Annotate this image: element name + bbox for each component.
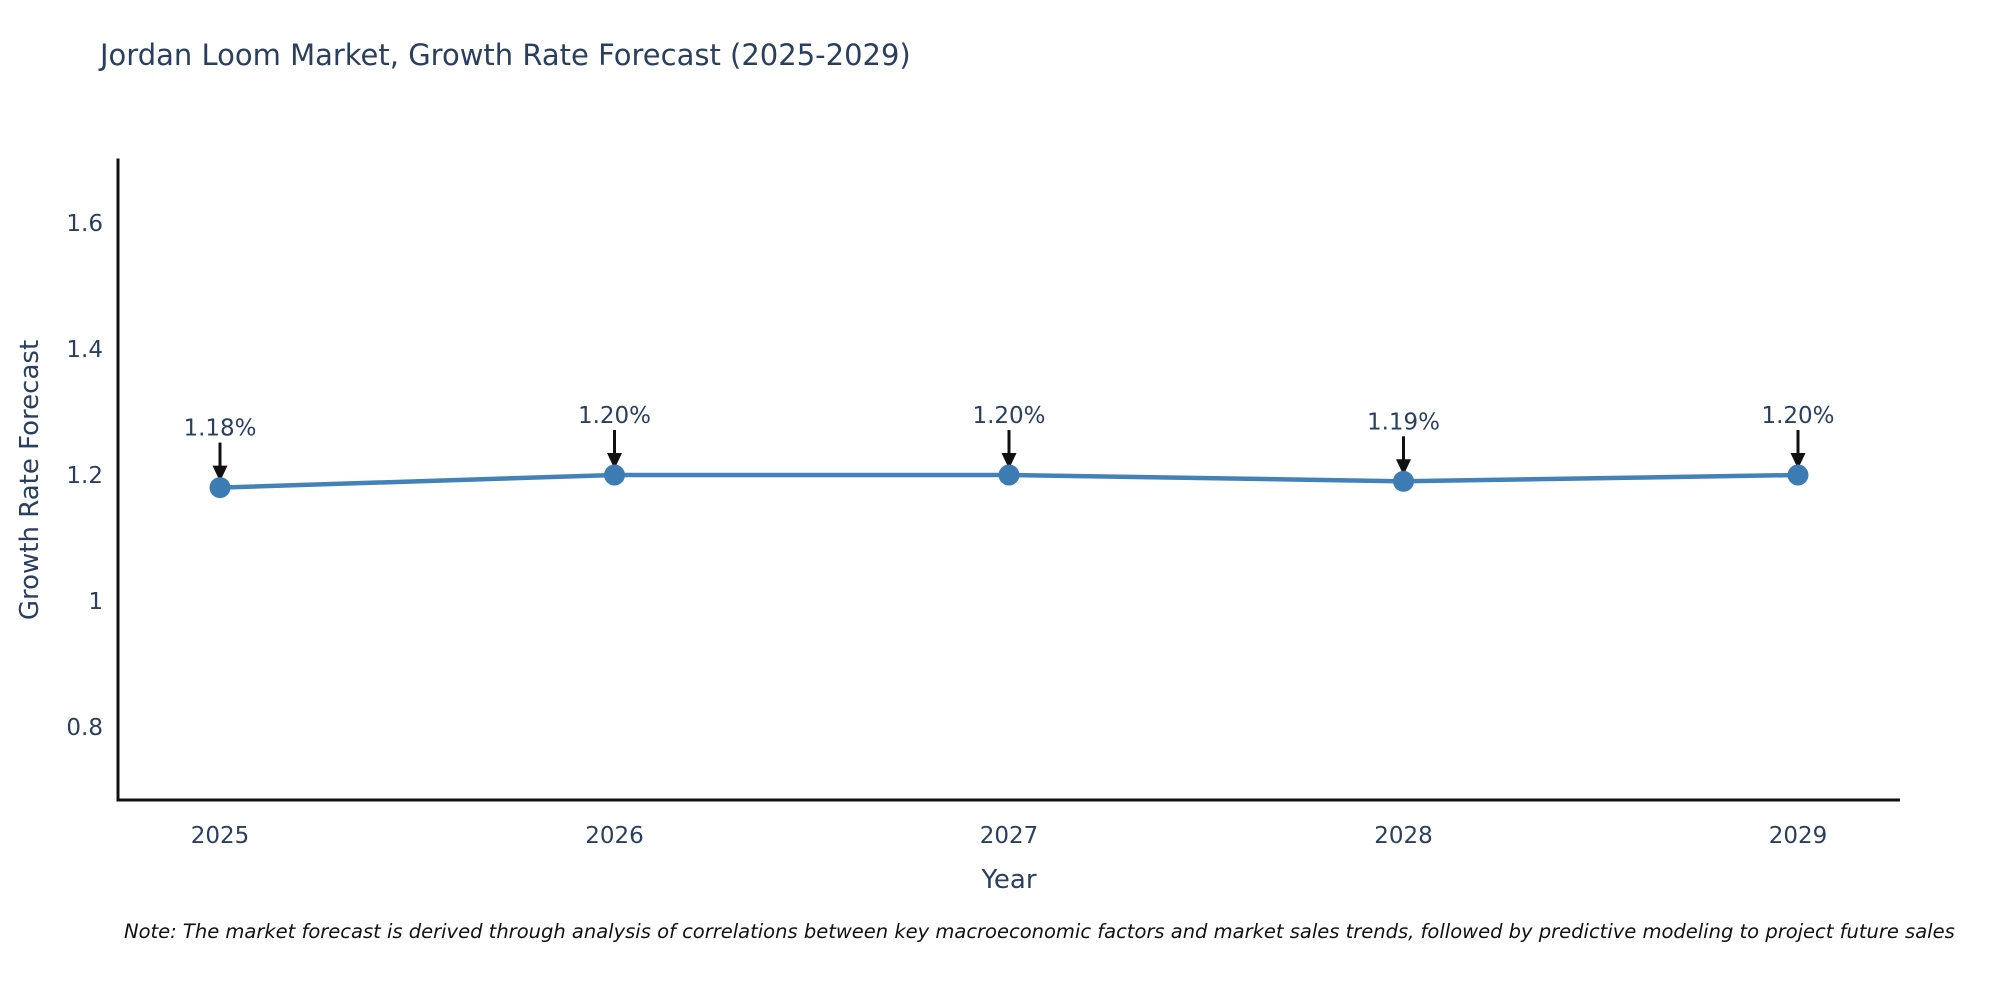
annotation-arrowhead-icon <box>1396 459 1411 476</box>
point-value-label: 1.20% <box>1761 403 1834 429</box>
annotation-arrowhead-icon <box>1790 453 1806 469</box>
annotation-arrowhead-icon <box>607 453 622 469</box>
data-point-marker[interactable] <box>1393 470 1414 492</box>
annotation-arrowhead-icon <box>212 465 228 482</box>
data-point-marker[interactable] <box>1787 464 1809 486</box>
x-tick-label: 2028 <box>1374 823 1433 849</box>
annotation-arrowhead-icon <box>1001 453 1017 469</box>
y-tick-label: 1.6 <box>66 211 103 237</box>
y-tick-label: 1 <box>88 589 103 615</box>
x-tick-label: 2026 <box>585 823 644 849</box>
y-axis-title: Growth Rate Forecast <box>15 339 45 621</box>
point-value-label: 1.19% <box>1367 409 1440 435</box>
data-point-marker[interactable] <box>604 464 625 486</box>
y-tick-label: 0.8 <box>66 715 103 741</box>
point-value-label: 1.20% <box>972 403 1045 429</box>
x-axis-title: Year <box>981 865 1037 895</box>
y-tick-label: 1.4 <box>66 337 103 363</box>
point-value-label: 1.18% <box>183 416 256 442</box>
y-tick-label: 1.2 <box>66 463 103 489</box>
point-value-label: 1.20% <box>578 403 651 429</box>
chart-title: Jordan Loom Market, Growth Rate Forecast… <box>100 38 911 72</box>
data-point-marker[interactable] <box>998 464 1020 486</box>
x-tick-label: 2025 <box>191 823 250 849</box>
footnote: Note: The market forecast is derived thr… <box>124 920 1955 943</box>
data-point-marker[interactable] <box>209 477 231 499</box>
x-tick-label: 2029 <box>1769 823 1828 849</box>
x-tick-label: 2027 <box>980 823 1039 849</box>
